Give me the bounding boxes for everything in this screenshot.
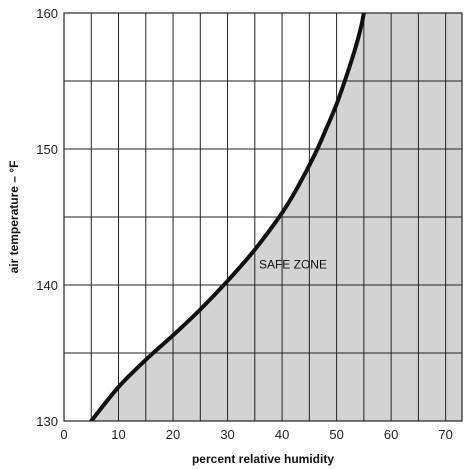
safe-zone-area	[91, 13, 462, 421]
y-tick-label: 140	[36, 278, 58, 293]
x-tick-label: 20	[166, 427, 180, 442]
x-tick-label: 10	[111, 427, 125, 442]
safe-zone-label: SAFE ZONE	[259, 258, 327, 272]
x-tick-label: 50	[329, 427, 343, 442]
series-curve	[89, 13, 366, 421]
y-axis-label: air temperature – °F	[7, 161, 21, 274]
y-tick-label: 160	[36, 6, 58, 21]
x-tick-label: 0	[60, 427, 67, 442]
x-axis-label: percent relative humidity	[192, 452, 334, 466]
y-tick-label: 150	[36, 142, 58, 157]
x-tick-label: 40	[275, 427, 289, 442]
chart-grid	[63, 12, 463, 422]
y-axis-ticks: 130 140 150 160	[36, 6, 58, 429]
x-tick-label: 60	[384, 427, 398, 442]
x-tick-label: 70	[438, 427, 452, 442]
x-tick-label: 30	[220, 427, 234, 442]
y-tick-label: 130	[36, 414, 58, 429]
plot-frame	[63, 12, 463, 422]
x-axis-ticks: 0 10 20 30 40 50 60 70	[60, 427, 452, 442]
